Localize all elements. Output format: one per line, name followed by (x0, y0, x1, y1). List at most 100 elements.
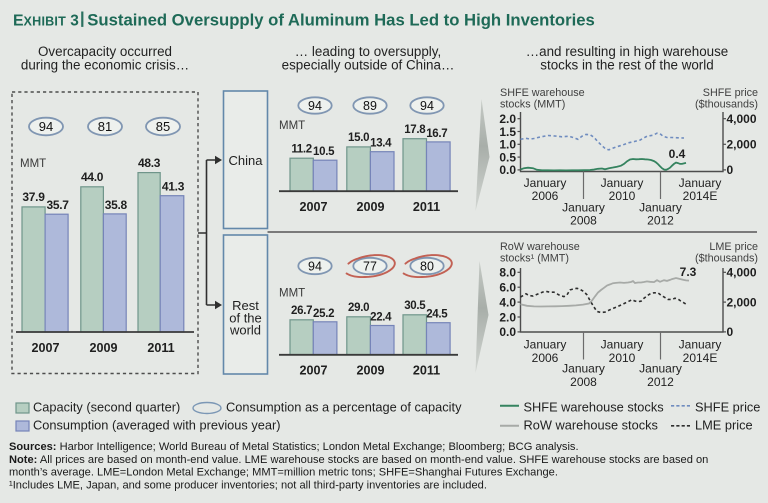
svg-text:RoW warehouse: RoW warehouse (500, 241, 580, 253)
svg-text:35.7: 35.7 (47, 198, 70, 212)
svg-text:89: 89 (363, 99, 377, 113)
svg-text:MMT: MMT (279, 120, 305, 132)
svg-text:81: 81 (98, 119, 112, 134)
svg-text:stocks in the rest of the worl: stocks in the rest of the world (540, 58, 713, 73)
svg-text:24.5: 24.5 (426, 309, 448, 321)
svg-text:1.5: 1.5 (499, 125, 516, 139)
svg-text:77: 77 (363, 260, 377, 274)
svg-text:29.0: 29.0 (348, 302, 369, 314)
svg-text:LME price: LME price (709, 241, 758, 253)
svg-text:4,000: 4,000 (727, 266, 757, 280)
svg-text:MMT: MMT (279, 288, 305, 300)
svg-text:8.0: 8.0 (499, 266, 516, 280)
svg-text:4,000: 4,000 (727, 112, 757, 126)
svg-text:especially outside of China…: especially outside of China… (282, 58, 455, 73)
svg-text:2007: 2007 (31, 341, 59, 355)
svg-text:Capacity (second quarter): Capacity (second quarter) (33, 400, 180, 415)
svg-text:2011: 2011 (413, 200, 440, 214)
svg-text:January: January (601, 337, 644, 351)
svg-text:22.4: 22.4 (370, 312, 392, 324)
svg-text:2011: 2011 (413, 364, 440, 378)
svg-text:2010: 2010 (609, 351, 636, 365)
svg-text:2014E: 2014E (683, 189, 718, 203)
svg-text:2007: 2007 (299, 200, 327, 214)
svg-text:¹Includes LME, Japan, and some: ¹Includes LME, Japan, and some producer … (9, 479, 487, 491)
svg-text:44.0: 44.0 (81, 170, 104, 184)
svg-text:0.0: 0.0 (499, 163, 516, 177)
svg-text:Consumption as a percentage of: Consumption as a percentage of capacity (226, 400, 462, 415)
svg-text:26.7: 26.7 (291, 305, 312, 317)
svg-text:25.2: 25.2 (313, 308, 334, 320)
svg-text:2006: 2006 (532, 189, 559, 203)
svg-text:48.3: 48.3 (138, 156, 161, 170)
svg-text:0.4: 0.4 (669, 147, 686, 161)
svg-text:35.8: 35.8 (105, 198, 128, 212)
svg-text:15.0: 15.0 (348, 132, 369, 144)
svg-text:2008: 2008 (570, 214, 597, 228)
svg-text:1.0: 1.0 (499, 138, 516, 152)
svg-text:January: January (524, 337, 567, 351)
svg-text:17.8: 17.8 (404, 124, 426, 136)
svg-text:… leading to oversupply,: … leading to oversupply, (295, 44, 441, 59)
svg-text:Sources: Harbor Intelligence;: Sources: Harbor Intelligence; World Bure… (9, 441, 579, 453)
svg-text:SHFE warehouse: SHFE warehouse (500, 87, 585, 99)
svg-text:2,000: 2,000 (727, 138, 757, 152)
svg-text:85: 85 (156, 119, 170, 134)
svg-text:Consumption (averaged with pre: Consumption (averaged with previous year… (33, 418, 281, 433)
svg-text:January: January (524, 176, 567, 190)
svg-text:SHFE price: SHFE price (703, 87, 758, 99)
svg-text:94: 94 (39, 119, 53, 134)
svg-text:2011: 2011 (147, 341, 174, 355)
svg-text:Sustained Oversupply of Alumin: Sustained Oversupply of Aluminum Has Led… (87, 11, 595, 30)
svg-text:SHFE price: SHFE price (695, 400, 760, 415)
svg-text:MMT: MMT (20, 158, 46, 170)
svg-text:2008: 2008 (570, 375, 597, 389)
svg-text:month’s average. LME=London Me: month’s average. LME=London Metal Exchan… (9, 467, 558, 479)
svg-text:RoW warehouse stocks: RoW warehouse stocks (524, 418, 658, 433)
svg-text:LME price: LME price (695, 418, 753, 433)
svg-text:11.2: 11.2 (291, 143, 312, 155)
svg-text:($thousands): ($thousands) (695, 252, 758, 264)
svg-text:January: January (562, 201, 605, 215)
svg-text:37.9: 37.9 (22, 190, 45, 204)
svg-text:January: January (639, 362, 682, 376)
svg-text:January: January (679, 176, 722, 190)
svg-text:China: China (229, 153, 264, 168)
svg-text:2009: 2009 (356, 364, 384, 378)
svg-text:2006: 2006 (532, 351, 559, 365)
svg-text:0: 0 (727, 325, 734, 339)
svg-text:($thousands): ($thousands) (695, 98, 758, 110)
svg-text:January: January (679, 337, 722, 351)
svg-text:0.0: 0.0 (499, 325, 516, 339)
svg-text:16.7: 16.7 (426, 128, 447, 140)
svg-text:EXHIBIT 3: EXHIBIT 3 (13, 13, 79, 30)
svg-text:7.3: 7.3 (680, 265, 697, 279)
svg-text:0: 0 (727, 163, 734, 177)
svg-text:94: 94 (308, 260, 322, 274)
svg-text:2,000: 2,000 (727, 295, 757, 309)
svg-text:January: January (601, 176, 644, 190)
svg-text:0.5: 0.5 (499, 150, 516, 164)
svg-text:4.0: 4.0 (499, 295, 516, 309)
svg-text:6.0: 6.0 (499, 281, 516, 295)
svg-text:13.4: 13.4 (370, 138, 392, 150)
svg-text:world: world (229, 323, 261, 338)
svg-text:94: 94 (308, 99, 322, 113)
svg-text:2.0: 2.0 (499, 310, 516, 324)
svg-text:of the: of the (229, 310, 262, 325)
svg-text:30.5: 30.5 (404, 300, 426, 312)
svg-text:41.3: 41.3 (162, 180, 185, 194)
svg-text:January: January (639, 201, 682, 215)
svg-text:SHFE warehouse stocks: SHFE warehouse stocks (524, 400, 664, 415)
svg-text:2009: 2009 (89, 341, 117, 355)
svg-text:2012: 2012 (647, 214, 674, 228)
svg-text:during the economic crisis…: during the economic crisis… (21, 58, 189, 73)
svg-text:94: 94 (420, 99, 434, 113)
svg-text:Overcapacity occurred: Overcapacity occurred (38, 44, 172, 59)
svg-text:stocks¹ (MMT): stocks¹ (MMT) (500, 252, 569, 264)
svg-text:Note: All prices are based on: Note: All prices are based on month-end … (9, 454, 708, 466)
svg-text:80: 80 (420, 260, 434, 274)
svg-text:2009: 2009 (356, 200, 384, 214)
svg-text:2010: 2010 (609, 189, 636, 203)
svg-text:2012: 2012 (647, 375, 674, 389)
